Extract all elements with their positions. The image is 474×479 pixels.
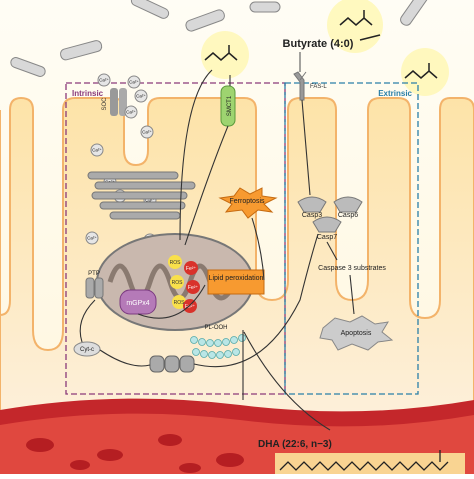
blood-cells — [26, 434, 244, 473]
ca-ion — [124, 105, 138, 119]
extrinsic-box — [284, 82, 419, 395]
ca-ion — [97, 73, 111, 87]
mgpx4-label: mGPx4 — [126, 300, 149, 307]
ca-label: Ca²⁺ — [145, 198, 155, 203]
ca-label: Ca²⁺ — [129, 80, 139, 85]
ca-ion — [127, 75, 141, 89]
apoptosis-burst — [319, 315, 394, 351]
endoplasmic-reticulum — [87, 171, 196, 220]
bacteria — [10, 0, 430, 77]
ca-label: Ca²⁺ — [142, 130, 152, 135]
intrinsic-label: Intrinsic — [72, 89, 104, 98]
casp7-label: Casp7 — [317, 234, 337, 241]
fas-receptor — [293, 71, 307, 101]
membrane — [190, 334, 246, 359]
casp6-label: Casp6 — [338, 212, 358, 219]
lipid-label: Lipid peroxidation — [209, 275, 264, 282]
ca-ion — [140, 125, 154, 139]
ca-label: Ca²⁺ — [136, 94, 146, 99]
butyrate-molecules — [201, 0, 449, 96]
ca-label: Ca²⁺ — [126, 110, 136, 115]
lipid-box — [207, 269, 265, 295]
ca-label: Ca²⁺ — [87, 236, 97, 241]
caspases — [297, 196, 363, 233]
casp3-label: Casp3 — [302, 212, 322, 219]
ca-label: Ca²⁺ — [92, 148, 102, 153]
apoptosis-label: Apoptosis — [341, 330, 372, 337]
arrows — [79, 69, 355, 431]
ferroptosis-label: Ferroptosis — [229, 198, 265, 205]
smct1-label: SMCT1 — [227, 95, 233, 116]
ros-label: ROS — [170, 260, 182, 266]
dha-molecule — [279, 450, 449, 471]
ptp — [85, 277, 104, 299]
apoptosome — [149, 355, 195, 373]
fe-label: Fe²⁺ — [185, 304, 196, 310]
fasl-label: FAS-L — [310, 84, 327, 90]
ca-ion — [85, 231, 99, 245]
extrinsic-label: Extrinsic — [378, 89, 412, 98]
dha-label: DHA (22:6, n−3) — [258, 439, 332, 450]
substrates-label: Caspase 3 substrates — [318, 265, 386, 272]
ca-label: Ca²⁺ — [99, 78, 109, 83]
fe-label: Fe²⁺ — [186, 266, 197, 272]
ca-ion — [134, 89, 148, 103]
ptp-label: PTP — [88, 271, 100, 277]
ros-label: ROS — [174, 300, 186, 306]
butyrate-label: Butyrate (4:0) — [283, 38, 354, 50]
cytc — [73, 341, 101, 357]
plooh-label: PL-OOH — [204, 325, 227, 331]
fe-label: Fe²⁺ — [188, 285, 199, 291]
ferroptosis-burst — [218, 187, 278, 219]
ros-fe — [168, 255, 200, 313]
ca-ion — [90, 143, 104, 157]
ros-label: ROS — [172, 280, 184, 286]
soc-label: SOC — [102, 97, 108, 111]
lipid-text: Lipid peroxidation — [209, 275, 264, 282]
arrow — [359, 34, 381, 41]
cytc-label: Cyt-c — [80, 347, 94, 353]
soc-channel — [110, 88, 127, 116]
